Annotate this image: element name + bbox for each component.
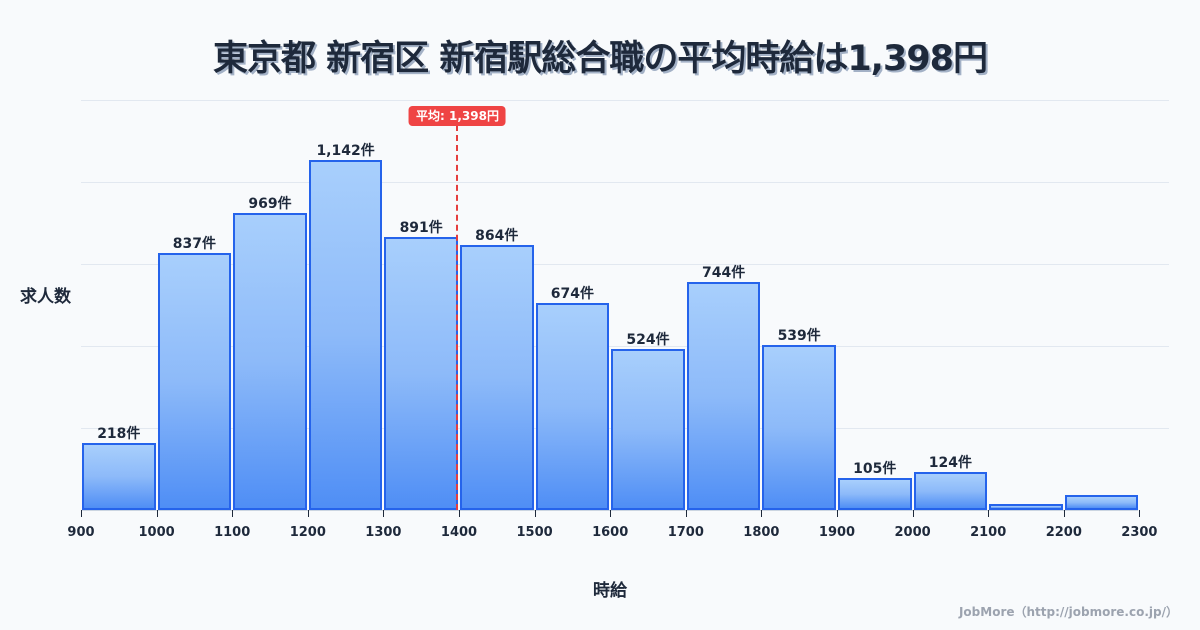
x-tick-label: 2100: [970, 525, 1007, 540]
x-tick: [459, 510, 460, 517]
bar-value-label: 1,142件: [316, 142, 375, 159]
x-tick-label: 1400: [440, 525, 478, 540]
x-axis-line: [81, 510, 1138, 511]
x-tick: [685, 510, 687, 517]
x-tick: [912, 510, 914, 517]
bar-value-label: 105件: [853, 460, 897, 477]
bar-value-label: 837件: [172, 236, 216, 253]
x-tick: [610, 510, 612, 517]
x-tick-label: 2300: [1121, 525, 1158, 540]
histogram-bar: [838, 477, 912, 510]
x-tick: [1139, 510, 1141, 517]
histogram-bar: [686, 281, 761, 510]
bar-value-label: 674件: [550, 286, 594, 303]
source-credit: JobMore（http://jobmore.co.jp/）: [958, 605, 1178, 619]
x-tick: [837, 510, 838, 517]
x-tick-label: 1100: [214, 525, 251, 540]
gridline: [81, 100, 1169, 101]
histogram-bar: [233, 212, 307, 510]
x-tick: [761, 510, 763, 517]
histogram-bar: [535, 303, 610, 510]
histogram-bar: [82, 443, 156, 510]
gridline: [81, 182, 1169, 183]
x-tick: [383, 510, 385, 517]
x-tick: [534, 510, 536, 517]
histogram-bar: [157, 253, 232, 510]
chart-title: 東京都 新宿区 新宿駅総合職の平均時給は1,398円: [212, 39, 988, 79]
x-axis-label: 時給: [593, 581, 627, 601]
x-tick: [988, 510, 990, 517]
histogram-bar: [611, 349, 685, 510]
x-tick-label: 2000: [894, 525, 931, 540]
x-tick: [307, 510, 309, 517]
x-tick-label: 1800: [743, 525, 780, 540]
plot-area: 218件 837件 969件 1,142件 891件 864件 674件 524件 744件 53…: [67, 100, 1169, 540]
histogram-bar: [308, 159, 383, 510]
bar-value-label: 969件: [248, 195, 292, 212]
histogram-bar: [989, 503, 1063, 510]
bar-value-label: 744件: [701, 264, 746, 281]
mean-badge: 平均: 1,398円: [409, 106, 506, 126]
x-tick-label: 1500: [516, 525, 553, 540]
x-tick-label: 1600: [592, 525, 629, 540]
bar-value-label: 218件: [97, 426, 141, 443]
gridline: [81, 264, 1169, 265]
x-tick-label: 1900: [818, 525, 856, 540]
x-tick: [1063, 510, 1065, 517]
histogram-bar: [1064, 494, 1139, 510]
bar-value-label: 524件: [626, 332, 670, 349]
histogram-bar: [460, 244, 534, 510]
x-tick-label: 2200: [1045, 525, 1082, 540]
x-tick-label: 1300: [365, 525, 402, 540]
x-tick: [232, 510, 234, 517]
x-tick: [81, 510, 82, 517]
x-tick: [156, 510, 158, 517]
x-tick-label: 900: [67, 525, 95, 540]
mean-line: [456, 125, 459, 510]
histogram-bar: [913, 471, 988, 510]
y-axis-label: 求人数: [20, 287, 71, 307]
gridline: [81, 346, 1169, 347]
histogram-bar: [384, 236, 458, 510]
bar-value-label: 124件: [928, 454, 972, 471]
x-tick-label: 1700: [667, 525, 704, 540]
bar-value-label: 864件: [475, 227, 519, 244]
bar-value-label: 891件: [399, 219, 443, 236]
x-tick-label: 1000: [138, 525, 175, 540]
bar-value-label: 539件: [777, 327, 821, 344]
x-tick-label: 1200: [289, 525, 326, 540]
histogram-bar: [762, 344, 836, 510]
